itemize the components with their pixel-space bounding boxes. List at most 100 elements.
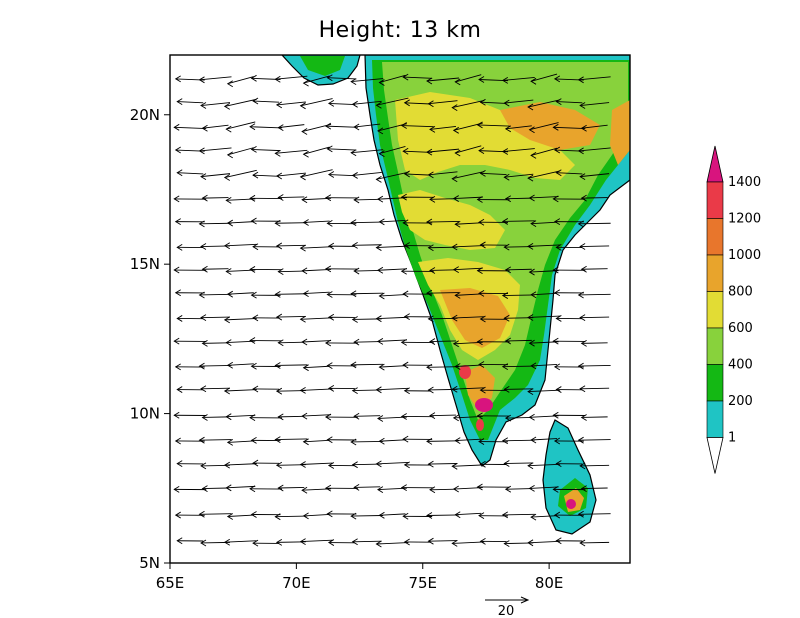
gujarat-terrain — [300, 56, 345, 76]
wind-arrow — [226, 361, 254, 369]
wind-arrow — [501, 76, 535, 84]
wind-arrow — [375, 386, 409, 394]
wind-arrow — [454, 220, 482, 228]
wind-arrow — [350, 361, 384, 369]
wind-arrow — [350, 290, 384, 298]
wind-arrow — [476, 338, 510, 346]
wind-arrow — [577, 291, 611, 299]
wind-arrow — [501, 363, 535, 371]
wind-arrow — [555, 537, 583, 545]
wind-arrow — [479, 169, 507, 177]
wind-arrow — [501, 292, 535, 299]
wind-arrow — [301, 267, 332, 275]
wind-arrow — [302, 146, 330, 158]
wind-arrow — [476, 121, 510, 129]
wind-arrow — [579, 314, 610, 322]
wind-arrow — [277, 268, 305, 276]
wind-arrow — [452, 266, 483, 274]
wind-arrow — [403, 99, 431, 107]
wind-arrow — [377, 415, 407, 422]
wind-arrow — [402, 435, 433, 443]
wind-arrow — [528, 268, 559, 276]
wind-arrow — [226, 513, 254, 520]
wind-arrow — [200, 173, 231, 181]
wind-arrow — [429, 412, 456, 420]
wind-arrow — [555, 169, 583, 177]
wind-arrow — [302, 438, 330, 446]
wind-arrow — [176, 98, 204, 105]
wind-arrow — [476, 196, 510, 203]
wind-arrow — [326, 291, 357, 298]
wind-arrow — [351, 538, 382, 546]
wind-arrow — [301, 338, 332, 346]
wind-arrow — [201, 414, 229, 421]
wind-arrow — [299, 169, 333, 181]
colorbar-label: 800 — [728, 285, 753, 300]
colorbar-label: 1000 — [728, 248, 761, 263]
wind-arrow — [250, 291, 281, 299]
wind-arrow — [301, 196, 332, 204]
wind-arrow — [454, 363, 482, 370]
wind-arrow — [274, 149, 308, 157]
wind-arrow — [299, 98, 333, 110]
wind-arrow — [579, 173, 610, 181]
wind-arrow — [327, 384, 355, 392]
wind-arrow — [528, 122, 559, 134]
wind-arrow — [274, 362, 308, 369]
wind-arrow — [426, 289, 459, 297]
wind-arrow — [277, 484, 305, 492]
wind-arrow — [528, 485, 559, 492]
wind-arrow — [504, 125, 532, 133]
wind-arrow — [427, 171, 458, 179]
wind-arrow — [451, 385, 485, 393]
wind-arrow — [451, 243, 485, 251]
wind-vectors — [173, 73, 611, 548]
wind-arrow — [252, 539, 280, 547]
wind-arrow — [326, 220, 357, 227]
wind-arrow — [378, 292, 406, 300]
wind-arrow — [479, 460, 507, 468]
wind-arrow — [427, 537, 458, 545]
wind-arrow — [454, 511, 482, 519]
wind-arrow — [476, 267, 510, 275]
wind-arrow — [553, 218, 584, 226]
wind-arrow — [173, 123, 207, 131]
wind-arrow — [479, 241, 507, 249]
wind-arrow — [451, 171, 485, 183]
wind-arrow — [223, 387, 257, 395]
wind-arrow — [454, 74, 482, 86]
terrain-600-north — [395, 92, 575, 180]
wind-arrow — [225, 413, 256, 421]
wind-arrow — [479, 315, 507, 323]
wind-arrow — [426, 77, 460, 85]
wind-arrow — [555, 386, 583, 393]
colorbar-segment — [706, 364, 724, 402]
wind-arrow — [530, 362, 558, 370]
wind-arrow — [200, 385, 231, 393]
wind-arrow — [580, 414, 608, 421]
wind-arrow — [501, 218, 535, 225]
nilgiri-peak — [459, 365, 471, 379]
wind-arrow — [326, 74, 357, 82]
wind-arrow — [324, 484, 358, 492]
wind-arrow — [252, 243, 280, 251]
wind-arrow — [530, 436, 558, 444]
wind-arrow — [173, 485, 207, 493]
wind-arrow — [452, 195, 483, 202]
wind-arrow — [302, 364, 330, 372]
wind-arrow — [377, 338, 407, 345]
map-frame — [169, 54, 631, 564]
wind-arrow — [555, 460, 583, 468]
wind-arrow — [324, 122, 358, 130]
wind-arrow — [426, 512, 459, 519]
wind-arrow — [174, 437, 205, 445]
wind-arrow — [553, 511, 584, 519]
wind-arrow — [198, 76, 232, 84]
wind-arrow — [429, 267, 456, 274]
wind-arrow — [327, 539, 355, 546]
wind-arrow — [327, 313, 355, 321]
wind-arrow — [478, 361, 509, 368]
wind-arrow — [375, 540, 409, 548]
wind-arrow — [403, 461, 431, 469]
